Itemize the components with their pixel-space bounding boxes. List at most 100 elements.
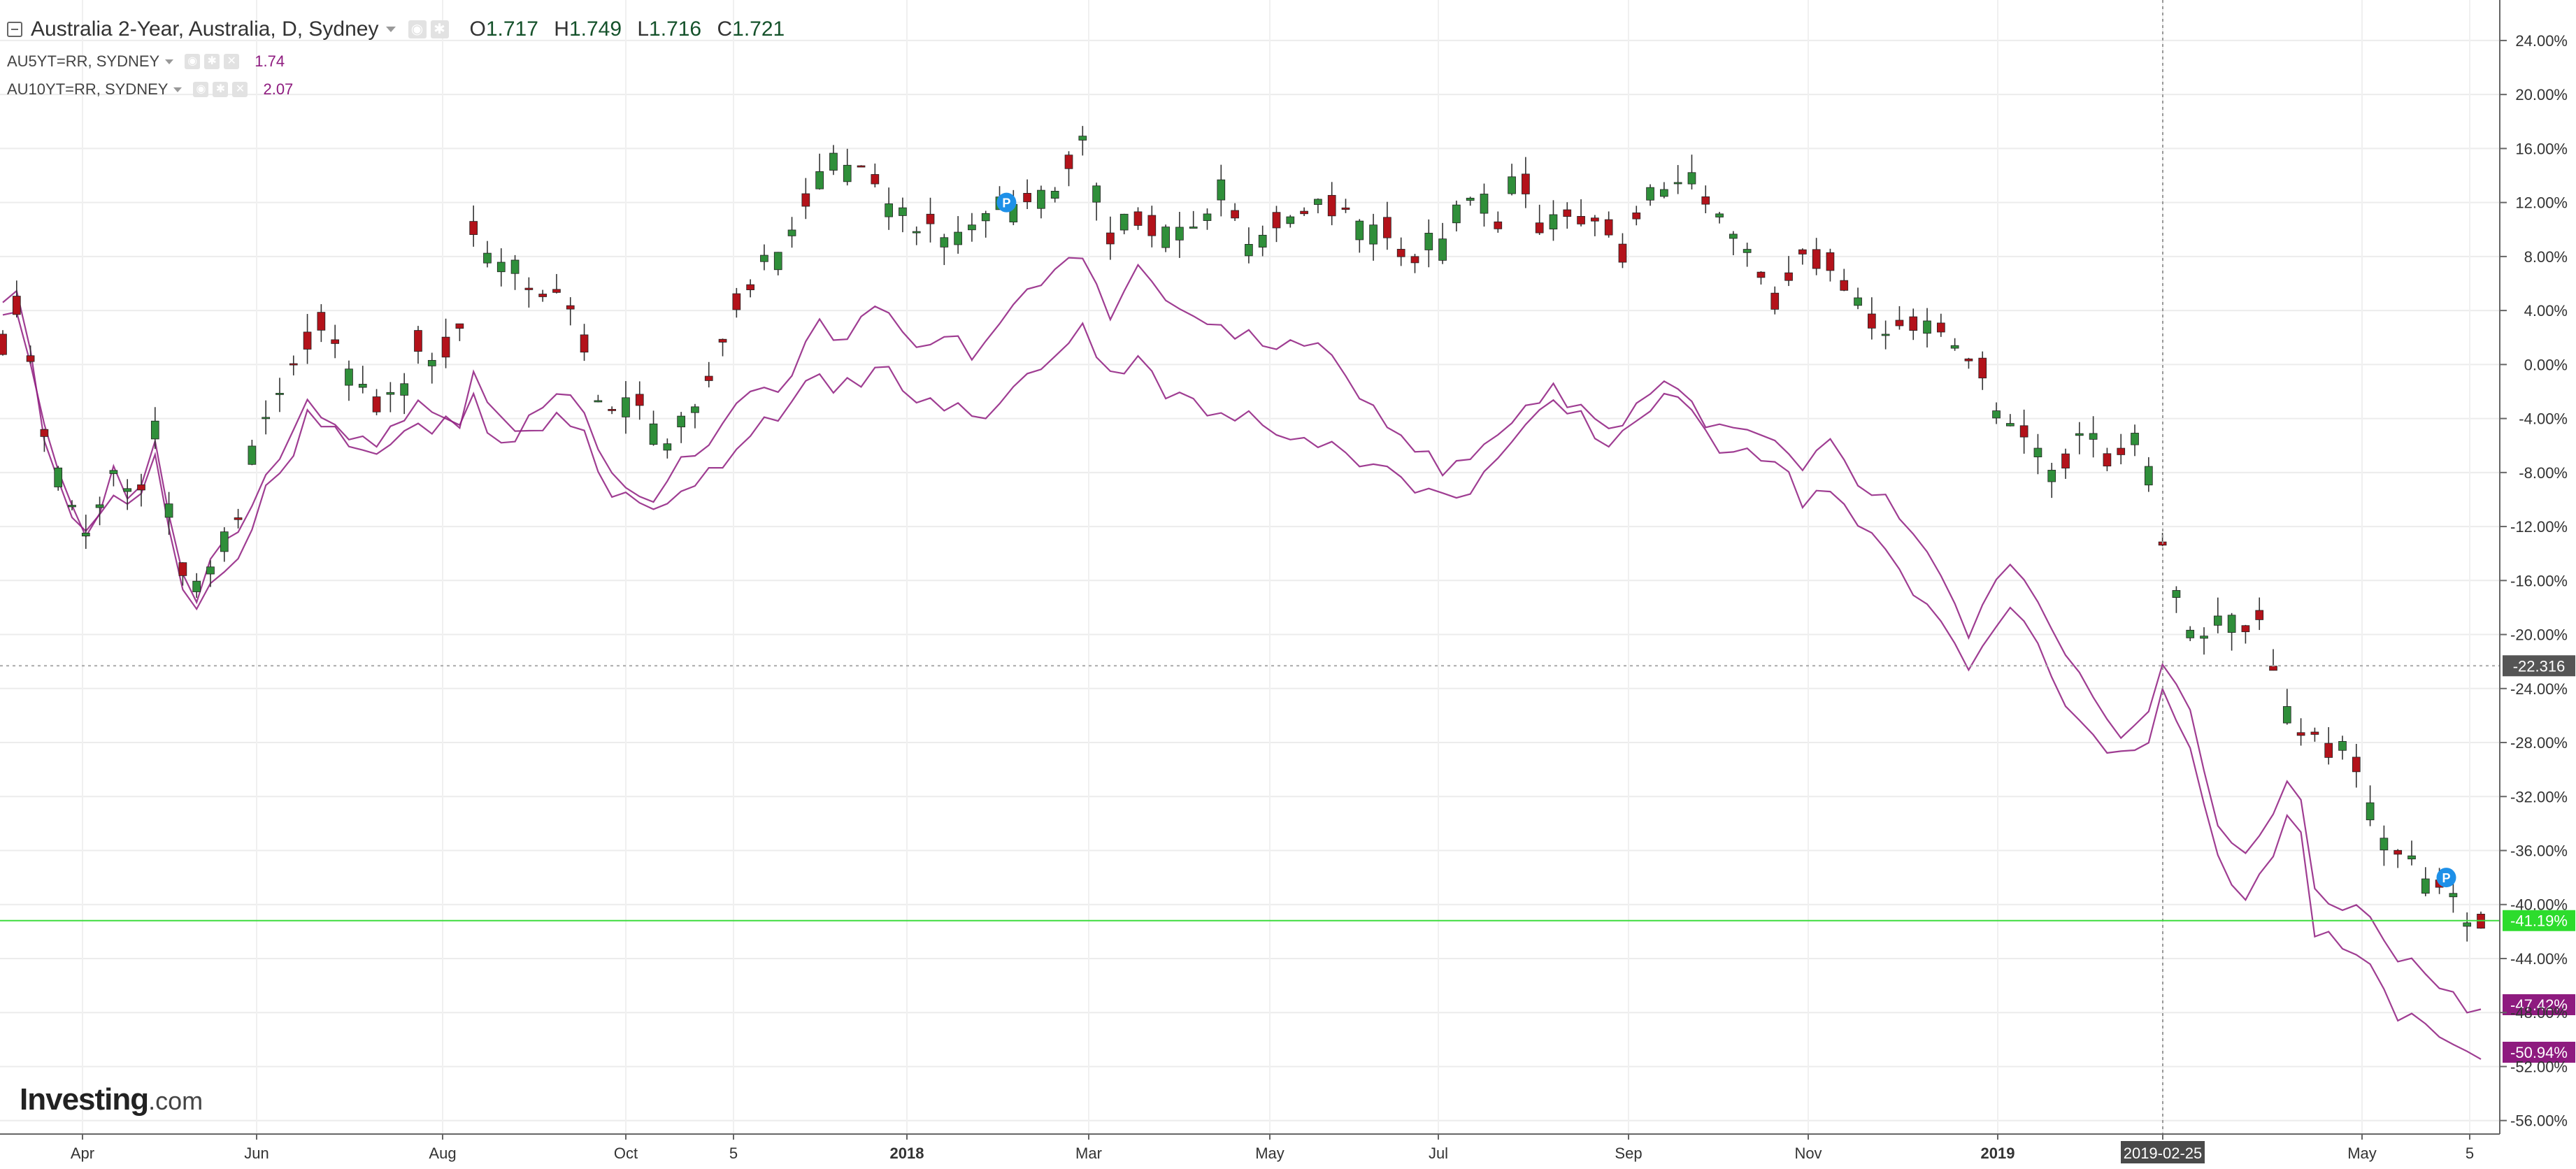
candle-body [2380,838,2389,851]
candle-body [954,231,962,245]
candle-body [1784,272,1793,281]
candle-body [608,409,616,411]
candle-body [1189,227,1198,229]
y-tick-label: -4.00% [2519,410,2568,428]
candle-body [1687,172,1696,185]
candle-body [1992,410,2001,419]
compare-line-2 [2,289,2482,1060]
candle-body [2463,922,2472,927]
gear-icon[interactable]: ✱ [430,20,449,38]
legend-compare-row-au10y[interactable]: AU10YT=RR, SYDNEY ◉ ✱ ✕ 2.07 [7,76,785,103]
candle-body [1743,249,1752,253]
compare-series-name[interactable]: AU5YT=RR, SYDNEY [7,52,160,70]
y-tick-label: -52.00% [2510,1058,2568,1075]
candle-body [1494,221,1503,229]
candle-body [2269,666,2277,671]
candle-body [81,533,90,537]
candle-body [1895,320,1904,327]
x-tick-label: May [1255,1145,1285,1162]
candle-body [345,368,353,386]
candle-layer [0,126,2485,942]
candle-body [2352,756,2361,773]
candle-body [1715,213,1724,217]
candle-body [1632,212,1641,220]
candle-body [1535,222,1544,234]
candle-body [899,207,907,216]
chevron-down-icon[interactable] [173,87,183,92]
y-tick-label: -20.00% [2510,626,2568,644]
candle-body [1812,249,1821,269]
gear-icon[interactable]: ✱ [204,54,220,69]
compare-line-1 [2,257,2482,1014]
eye-icon[interactable]: ◉ [408,20,427,38]
candle-body [1231,210,1239,219]
candle-body [926,213,935,224]
candle-body [885,203,893,217]
candle-body [1119,213,1129,231]
candle-body [1591,217,1599,222]
candle-body [2033,447,2042,457]
axis-value-badge-label: -50.94% [2510,1044,2568,1061]
main-series-title[interactable]: Australia 2-Year, Australia, D, Sydney [31,17,379,41]
candle-body [206,566,215,575]
candle-body [2103,453,2112,467]
eye-icon[interactable]: ◉ [185,54,201,69]
candle-body [1078,136,1087,141]
candle-body [2213,615,2222,626]
high-value: 1.749 [568,17,622,41]
axis-value-badge-label: -47.42% [2510,996,2568,1014]
candle-body [622,397,630,417]
axis-value-badge [2503,1041,2575,1063]
candle-body [455,323,464,329]
candle-body [1881,334,1890,336]
candle-body [1383,217,1391,238]
candle-body [1341,207,1350,210]
candle-body [2407,855,2416,860]
candle-body [1300,210,1308,215]
candle-body [663,443,672,451]
collapse-icon[interactable] [7,22,22,37]
x-tick-label: 2019-02-25 [2124,1145,2203,1162]
y-tick-label: -24.00% [2510,680,2568,698]
legend-compare-row-au5y[interactable]: AU5YT=RR, SYDNEY ◉ ✱ ✕ 1.74 [7,48,785,76]
candle-body [2241,625,2250,633]
x-tick-label: Oct [614,1145,638,1162]
candle-body [248,445,257,465]
axis-value-badge [2503,655,2575,677]
legend-main-row[interactable]: Australia 2-Year, Australia, D, Sydney ◉… [7,11,785,48]
low-value: 1.716 [649,17,702,41]
candle-body [718,338,727,343]
chevron-down-icon[interactable] [165,59,174,64]
x-tick-label: Mar [1075,1145,1102,1162]
candle-body [2200,636,2208,639]
candle-body [234,517,243,520]
candle-body [871,174,880,185]
close-icon[interactable]: ✕ [232,82,248,97]
compare-series-layer [2,257,2482,1060]
candle-body [1369,224,1378,245]
candle-body [2421,878,2430,894]
candle-body [746,284,754,290]
y-tick-label: 24.00% [2515,32,2568,50]
candle-body [0,334,7,355]
candle-body [2338,741,2347,751]
gear-icon[interactable]: ✱ [213,82,229,97]
compare-series-name[interactable]: AU10YT=RR, SYDNEY [7,80,169,98]
y-tick-label: -48.00% [2510,1004,2568,1021]
y-tick-label: -28.00% [2510,734,2568,752]
x-crosshair-badge [2121,1141,2205,1163]
candle-body [1286,216,1295,224]
candle-body [1770,292,1780,310]
annotation-marker-label: P [2442,871,2450,885]
y-tick-label: 20.00% [2515,86,2568,103]
candle-body [2089,433,2098,440]
chevron-down-icon[interactable] [385,27,396,32]
candle-body [12,296,21,315]
eye-icon[interactable]: ◉ [193,82,209,97]
close-icon[interactable]: ✕ [224,54,240,69]
candle-body [2047,470,2056,482]
candle-body [773,252,782,271]
candle-body [1563,209,1572,217]
